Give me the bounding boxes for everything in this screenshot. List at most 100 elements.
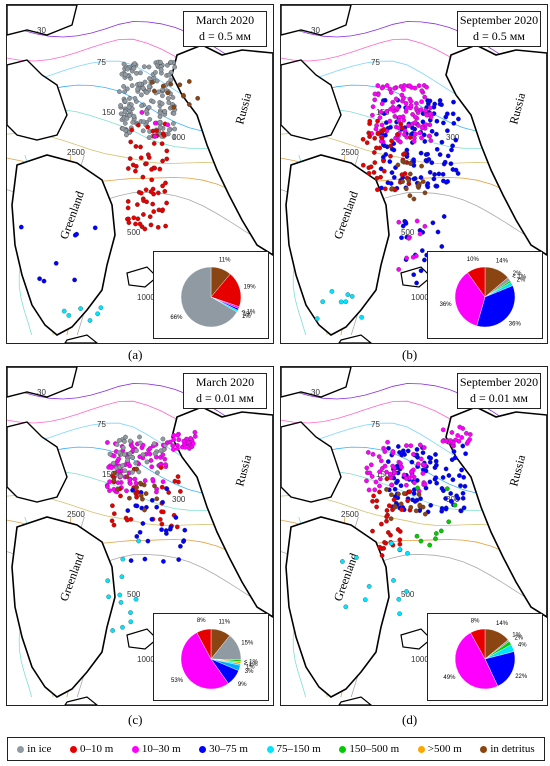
drift-point xyxy=(450,111,456,117)
drift-point xyxy=(445,179,451,184)
contour-label: 1000 xyxy=(137,655,155,664)
drift-point xyxy=(130,119,136,125)
drift-point xyxy=(379,185,384,191)
drift-point xyxy=(434,131,439,137)
drift-point xyxy=(387,471,393,477)
drift-point xyxy=(165,122,171,128)
drift-point xyxy=(135,122,141,128)
drift-point xyxy=(343,604,349,610)
pie-label: 3% xyxy=(245,669,254,675)
drift-point xyxy=(138,190,144,196)
drift-point xyxy=(149,516,155,522)
drift-point xyxy=(418,175,424,180)
legend-item: >500 m xyxy=(417,743,462,755)
drift-point xyxy=(372,135,378,141)
drift-point xyxy=(141,212,146,217)
drift-point xyxy=(398,84,404,89)
drift-point xyxy=(460,490,466,496)
drift-point xyxy=(133,460,139,466)
pie-slice xyxy=(454,272,486,327)
drift-point xyxy=(440,438,446,444)
drift-point xyxy=(419,125,425,131)
drift-point xyxy=(437,101,443,107)
drift-point xyxy=(424,84,429,90)
panel-title: March 2020 xyxy=(195,375,255,389)
legend-marker xyxy=(199,745,207,753)
drift-point xyxy=(190,441,196,446)
drift-point xyxy=(166,72,172,78)
drift-point xyxy=(105,578,111,584)
drift-point xyxy=(132,96,138,101)
drift-point xyxy=(377,469,383,475)
drift-point xyxy=(162,456,168,462)
pie-slice xyxy=(196,628,212,660)
drift-point xyxy=(147,451,153,457)
drift-point xyxy=(165,62,170,68)
drift-point xyxy=(426,455,432,460)
drift-point xyxy=(412,120,418,125)
drift-point xyxy=(391,497,397,503)
drift-point xyxy=(433,452,438,457)
drift-point xyxy=(146,64,152,70)
drift-point xyxy=(463,451,468,457)
drift-point xyxy=(386,445,391,451)
drift-point xyxy=(133,168,138,174)
drift-point xyxy=(175,446,180,451)
pie-label: 1% xyxy=(512,633,521,639)
drift-point xyxy=(385,459,391,464)
drift-point xyxy=(343,299,349,305)
drift-point xyxy=(170,443,176,449)
pie-label: 19% xyxy=(244,284,257,290)
drift-point xyxy=(159,527,164,533)
greenland-landmass xyxy=(285,516,390,698)
drift-point xyxy=(407,171,413,177)
drift-point xyxy=(372,160,378,165)
drift-point xyxy=(157,119,163,125)
legend-item: 0–10 m xyxy=(69,743,113,755)
drift-point xyxy=(153,70,158,75)
drift-point xyxy=(61,308,67,314)
drift-point xyxy=(448,438,453,443)
drift-point xyxy=(149,79,155,85)
drift-point xyxy=(163,223,168,229)
drift-point xyxy=(404,443,409,448)
drift-point xyxy=(407,489,413,495)
drift-point xyxy=(171,121,176,126)
drift-point xyxy=(390,104,396,110)
drift-point xyxy=(151,441,157,447)
pie-slice xyxy=(476,285,516,328)
drift-point xyxy=(404,482,409,488)
drift-point xyxy=(407,83,413,89)
drift-point xyxy=(428,502,434,508)
drift-point xyxy=(151,209,157,214)
drift-point xyxy=(345,292,351,297)
drift-point xyxy=(392,470,398,476)
drift-point xyxy=(176,437,182,443)
drift-point xyxy=(432,476,438,482)
drift-point xyxy=(139,103,144,109)
drift-point xyxy=(182,444,188,450)
drift-point xyxy=(111,477,117,483)
pie-chart-box: 11% 19% < 1% 1% 1% 66% xyxy=(153,251,269,339)
drift-point xyxy=(438,528,444,534)
drift-point xyxy=(390,463,396,469)
drift-point xyxy=(115,480,121,486)
drift-point xyxy=(426,133,432,139)
drift-point xyxy=(349,294,355,299)
contour-label: 75 xyxy=(371,58,380,67)
drift-point xyxy=(398,139,403,145)
drift-point xyxy=(378,458,384,464)
drift-point xyxy=(150,99,156,105)
drift-point xyxy=(37,276,42,282)
drift-point xyxy=(451,99,456,105)
drift-point xyxy=(381,127,387,132)
pie-label: 14% xyxy=(496,259,509,265)
drift-point xyxy=(66,313,72,318)
drift-point xyxy=(409,473,415,478)
drift-point xyxy=(141,119,147,125)
pie-label: 1% xyxy=(242,314,251,320)
drift-point xyxy=(144,459,150,465)
drift-point xyxy=(371,493,376,499)
